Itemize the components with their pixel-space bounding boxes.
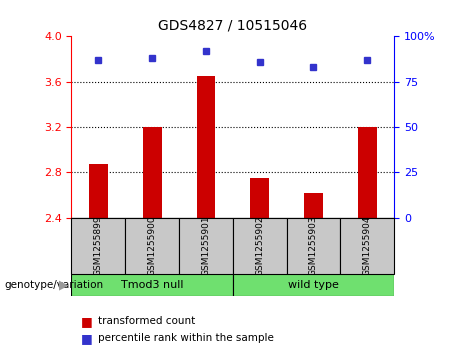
Bar [358, 127, 377, 218]
Bar [304, 193, 323, 218]
Text: ■: ■ [81, 315, 92, 328]
Text: GSM1255903: GSM1255903 [309, 216, 318, 276]
Text: GSM1255899: GSM1255899 [94, 216, 103, 276]
Text: genotype/variation: genotype/variation [5, 280, 104, 290]
Bar [250, 178, 269, 218]
Text: transformed count: transformed count [98, 316, 195, 326]
Text: GSM1255900: GSM1255900 [148, 216, 157, 276]
Text: GSM1255902: GSM1255902 [255, 216, 264, 276]
Bar [71, 218, 125, 274]
Bar [89, 164, 108, 218]
Bar [340, 218, 394, 274]
Bar [143, 127, 161, 218]
Bar [196, 76, 215, 218]
Bar [287, 218, 340, 274]
Text: percentile rank within the sample: percentile rank within the sample [98, 333, 274, 343]
Text: GSM1255901: GSM1255901 [201, 216, 210, 276]
Bar [233, 274, 394, 296]
Text: ■: ■ [81, 332, 92, 345]
Text: ▶: ▶ [59, 278, 68, 291]
Bar [125, 218, 179, 274]
Text: Tmod3 null: Tmod3 null [121, 280, 183, 290]
Bar [233, 218, 287, 274]
Title: GDS4827 / 10515046: GDS4827 / 10515046 [158, 19, 307, 32]
Text: GSM1255904: GSM1255904 [363, 216, 372, 276]
Text: wild type: wild type [288, 280, 339, 290]
Bar [179, 218, 233, 274]
Bar [71, 274, 233, 296]
